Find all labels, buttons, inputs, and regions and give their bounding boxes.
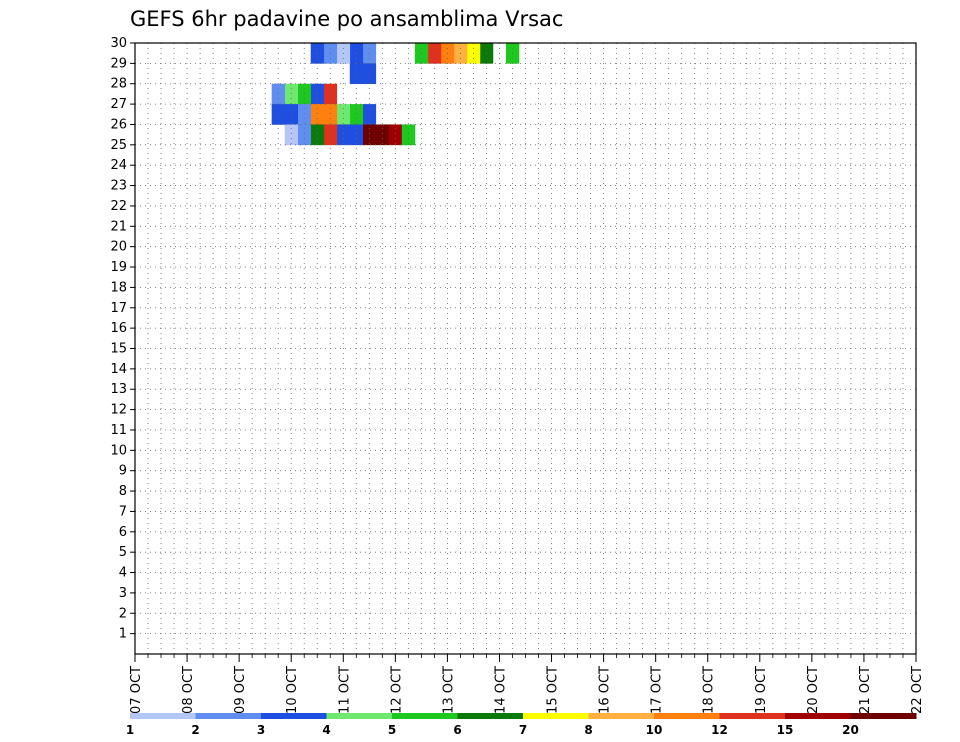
- y-tick-label: 14: [110, 362, 127, 377]
- colorbar-label: 12: [711, 723, 728, 737]
- heatmap-cell: [271, 104, 285, 125]
- y-tick-label: 1: [119, 627, 127, 642]
- y-tick-label: 27: [110, 97, 127, 112]
- colorbar-segment: [326, 713, 393, 719]
- y-tick-label: 4: [119, 566, 127, 581]
- heatmap-cell: [310, 104, 325, 125]
- y-tick-label: 5: [119, 545, 127, 560]
- heatmap-cell: [310, 124, 325, 146]
- colorbar-label: 15: [777, 723, 794, 737]
- y-tick-label: 16: [110, 321, 127, 336]
- colorbar-segment: [719, 713, 786, 719]
- y-tick-label: 10: [110, 443, 127, 458]
- heatmap-cell: [310, 83, 325, 105]
- heatmap-cell: [336, 124, 351, 146]
- y-tick-label: 23: [110, 179, 127, 194]
- heatmap-cell: [297, 83, 312, 105]
- x-tick-label: 18 OCT: [702, 666, 717, 714]
- y-tick-label: 26: [110, 117, 127, 132]
- colorbar-label: 2: [191, 723, 199, 737]
- heatmap-cell: [271, 83, 285, 105]
- x-tick-label: 17 OCT: [650, 666, 665, 714]
- colorbar-label: 3: [257, 723, 265, 737]
- colorbar-segment: [850, 713, 917, 719]
- heatmap-cell: [401, 124, 416, 146]
- y-tick-label: 21: [110, 219, 127, 234]
- colorbar-segment: [261, 713, 327, 719]
- y-tick-label: 17: [110, 301, 127, 316]
- y-tick-label: 8: [119, 484, 127, 499]
- x-tick-label: 07 OCT: [129, 666, 144, 714]
- x-tick-label: 09 OCT: [233, 666, 248, 714]
- y-tick-label: 3: [119, 586, 127, 601]
- y-tick-label: 11: [110, 423, 127, 438]
- x-axis: 07 OCT 08 OCT 09 OCT 10 OCT 11 OCT 12 OCT 13 O…: [129, 654, 925, 714]
- y-tick-label: 13: [110, 382, 127, 397]
- x-tick-label: 21 OCT: [858, 666, 873, 714]
- y-tick-label: 18: [110, 280, 127, 295]
- y-tick-label: 7: [119, 504, 127, 519]
- colorbar-segment: [523, 713, 589, 719]
- colorbar-label: 1: [126, 723, 134, 737]
- y-tick-label: 6: [119, 525, 127, 540]
- y-tick-label: 12: [110, 403, 127, 418]
- colorbar-segment: [654, 713, 720, 719]
- y-tick-label: 24: [110, 158, 127, 173]
- heatmap-cell: [349, 104, 364, 125]
- y-axis: 1234567891011121314151617181920212223242…: [110, 36, 135, 642]
- colorbar-segment: [392, 713, 458, 719]
- colorbar-segment: [457, 713, 524, 719]
- heatmap-cell: [323, 83, 338, 105]
- heatmap-cell: [375, 124, 390, 146]
- colorbar-segment: [785, 713, 851, 719]
- colorbar-segment: [588, 713, 655, 719]
- x-tick-label: 12 OCT: [389, 666, 404, 714]
- colorbar-label: 7: [519, 723, 527, 737]
- x-tick-label: 19 OCT: [754, 666, 769, 714]
- heatmap-cell: [362, 104, 377, 125]
- x-tick-label: 08 OCT: [181, 666, 196, 714]
- heatmap-cell: [284, 124, 299, 146]
- heatmap-cell: [284, 104, 299, 125]
- heatmap-cell: [297, 124, 312, 146]
- colorbar-label: 8: [584, 723, 592, 737]
- x-tick-label: 16 OCT: [598, 666, 613, 714]
- y-tick-label: 29: [110, 56, 127, 71]
- y-tick-label: 9: [119, 464, 127, 479]
- x-tick-label: 10 OCT: [285, 666, 300, 714]
- colorbar-label: 20: [842, 723, 859, 737]
- colorbar-segment: [130, 713, 196, 719]
- x-tick-label: 20 OCT: [806, 666, 821, 714]
- y-tick-label: 22: [110, 199, 127, 214]
- colorbar-label: 10: [646, 723, 663, 737]
- y-tick-label: 20: [110, 240, 127, 255]
- colorbar-label: 6: [453, 723, 461, 737]
- x-tick-label: 13 OCT: [441, 666, 456, 714]
- colorbar: 1 2 3 4 5 6 7 8 10 12 15 20: [126, 713, 917, 737]
- x-tick-label: 15 OCT: [546, 666, 561, 714]
- colorbar-segment: [195, 713, 262, 719]
- colorbar-label: 5: [388, 723, 396, 737]
- heatmap-cell: [349, 124, 364, 146]
- heatmap-cell: [284, 83, 299, 105]
- y-tick-label: 19: [110, 260, 127, 275]
- heatmap-cell: [297, 104, 312, 125]
- heatmap-cell: [323, 124, 338, 146]
- grid-layer: [135, 42, 916, 654]
- x-tick-label: 14 OCT: [493, 666, 508, 714]
- chart-title: GEFS 6hr padavine po ansamblima Vrsac: [130, 7, 563, 31]
- y-tick-label: 30: [110, 36, 127, 51]
- y-tick-label: 25: [110, 138, 127, 153]
- heatmap-cell: [362, 124, 377, 146]
- x-tick-label: 22 OCT: [910, 666, 925, 714]
- x-tick-label: 11 OCT: [337, 666, 352, 714]
- heatmap-cell: [388, 124, 403, 146]
- colorbar-label: 4: [322, 723, 330, 737]
- y-tick-label: 15: [110, 342, 127, 357]
- heatmap-cell: [336, 104, 351, 125]
- y-tick-label: 28: [110, 77, 127, 92]
- y-tick-label: 2: [119, 606, 127, 621]
- heatmap-cell: [323, 104, 338, 125]
